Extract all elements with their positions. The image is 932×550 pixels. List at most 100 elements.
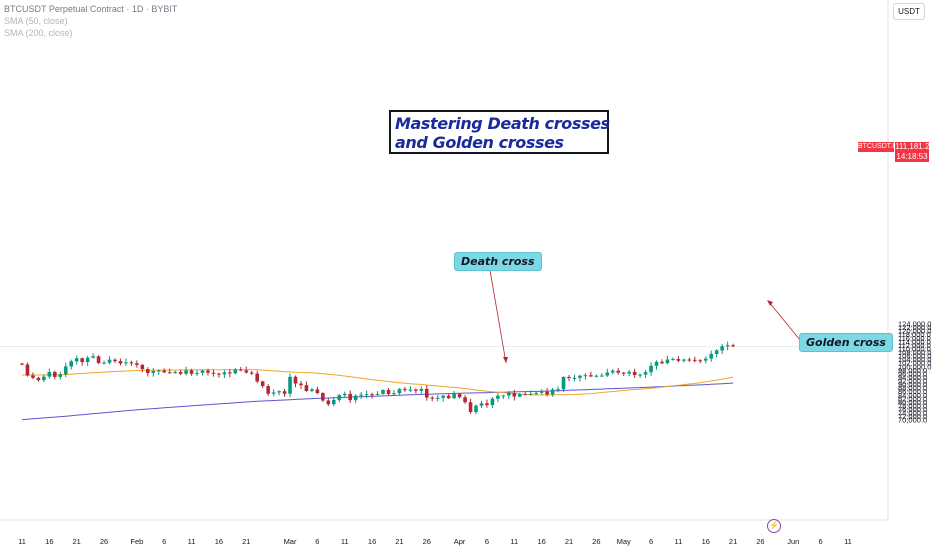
y-tick-label: 74,000.0: [898, 409, 927, 418]
candle-up: [578, 375, 582, 378]
x-tick-label: 16: [368, 537, 376, 546]
sma50-path: [22, 369, 734, 396]
candle-up: [392, 393, 396, 395]
y-tick-label: 78,000.0: [898, 401, 927, 410]
x-tick-label: 21: [73, 537, 81, 546]
candle-up: [359, 394, 363, 396]
title-annotation[interactable]: Mastering Death crosses and Golden cross…: [389, 110, 610, 154]
y-tick-label: 100,000.0: [898, 362, 931, 371]
candle-down: [162, 370, 167, 373]
candle-down: [113, 359, 117, 362]
candle-down: [178, 371, 183, 374]
currency-unit-button[interactable]: USDT: [893, 3, 925, 20]
y-tick-label: 122,000.0: [898, 323, 931, 332]
y-tick-label: 114,000.0: [898, 337, 931, 346]
candle-down: [632, 371, 637, 376]
candle-up: [654, 361, 659, 366]
candle-up: [479, 403, 484, 406]
candle-up: [556, 389, 560, 391]
candle-down: [293, 376, 298, 384]
x-tick-label: Feb: [130, 537, 143, 546]
candle-up: [583, 375, 588, 377]
x-tick-label: 16: [45, 537, 53, 546]
candle-down: [228, 372, 232, 374]
symbol-price-tag: BTCUSDT.P: [858, 142, 897, 152]
x-tick-label: 6: [649, 537, 653, 546]
candle-down: [589, 375, 593, 377]
x-tick-label: 26: [423, 537, 431, 546]
x-tick-label: Jun: [787, 537, 799, 546]
y-tick-label: 106,000.0: [898, 352, 931, 361]
sma50-legend[interactable]: SMA (50, close): [4, 16, 68, 26]
x-tick-label: 11: [675, 537, 683, 546]
candle-down: [512, 392, 517, 397]
candle-up: [539, 391, 544, 393]
sma200-legend[interactable]: SMA (200, close): [4, 28, 73, 38]
y-tick-label: 108,000.0: [898, 348, 931, 357]
candle-down: [446, 395, 451, 399]
x-tick-label: 16: [702, 537, 710, 546]
x-tick-label: 11: [188, 537, 196, 546]
candle-up: [725, 345, 730, 347]
candle-up: [381, 389, 385, 394]
candle-down: [468, 402, 473, 413]
x-tick-label: 16: [537, 537, 545, 546]
candle-up: [605, 372, 610, 376]
candle-down: [118, 361, 123, 364]
candle-up: [222, 372, 227, 375]
candle-down: [545, 391, 549, 395]
y-tick-label: 82,000.0: [898, 394, 927, 403]
golden-cross-callout[interactable]: Golden cross: [799, 333, 893, 352]
candle-down: [698, 360, 703, 362]
x-tick-label: 6: [162, 537, 166, 546]
candle-down: [370, 394, 374, 396]
candle-up: [419, 388, 424, 391]
x-tick-label: May: [617, 537, 631, 546]
y-tick-label: 94,000.0: [898, 373, 927, 382]
candle-up: [561, 376, 566, 390]
y-tick-label: 90,000.0: [898, 380, 927, 389]
x-tick-label: 26: [100, 537, 108, 546]
y-tick-label: 98,000.0: [898, 366, 927, 375]
candle-down: [414, 389, 418, 391]
candle-up: [610, 370, 615, 373]
time-axis[interactable]: 11 16 21 26 Feb 6 11 16 21 Mar 6 11 16 21 26 Apr 6 11 16 21…: [18, 537, 852, 546]
symbol-title[interactable]: BTCUSDT Perpetual Contract · 1D · BYBIT: [4, 4, 178, 14]
last-price-label: 111,181.2 14:18:53: [895, 142, 929, 162]
candle-up: [277, 391, 281, 393]
candle-up: [310, 389, 314, 392]
candle-down: [304, 385, 309, 392]
candle-up: [42, 376, 46, 381]
candle-down: [53, 371, 57, 377]
x-tick-label: 26: [592, 537, 600, 546]
candle-up: [682, 359, 686, 361]
candle-down: [616, 370, 621, 373]
x-tick-label: 21: [565, 537, 573, 546]
candle-down: [146, 369, 150, 374]
candle-down: [299, 383, 303, 386]
candle-up: [353, 395, 358, 401]
candle-down: [424, 388, 429, 398]
candle-up: [375, 393, 380, 395]
candle-up: [69, 361, 74, 367]
candle-down: [249, 372, 254, 374]
candle-up: [501, 395, 506, 397]
death-cross-callout[interactable]: Death cross: [454, 252, 542, 271]
candle-down: [211, 372, 216, 374]
lightning-icon[interactable]: ⚡: [767, 519, 781, 533]
candle-up: [200, 370, 205, 373]
candle-down: [386, 389, 391, 395]
price-axis[interactable]: 70,000.072,000.074,000.076,000.078,000.0…: [898, 320, 931, 425]
candle-down: [25, 364, 30, 376]
candle-down: [239, 369, 243, 371]
candle-down: [485, 403, 489, 406]
candle-up: [91, 356, 95, 358]
candle-down: [326, 400, 331, 405]
candle-up: [638, 374, 642, 376]
candle-up: [649, 365, 653, 373]
x-tick-label: 6: [485, 537, 489, 546]
candle-up: [342, 393, 347, 396]
candles: [20, 341, 735, 415]
x-tick-label: 16: [215, 537, 223, 546]
